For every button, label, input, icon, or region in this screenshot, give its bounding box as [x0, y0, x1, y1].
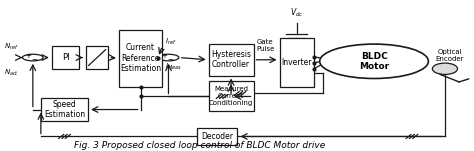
Text: −: − [31, 57, 37, 63]
Text: Current
Reference
Estimation: Current Reference Estimation [120, 43, 161, 73]
Bar [197, 128, 237, 145]
Text: $V_{dc}$: $V_{dc}$ [290, 6, 303, 19]
Text: Decoder: Decoder [201, 132, 233, 141]
Text: $N_{ref}$: $N_{ref}$ [4, 42, 19, 52]
Bar [280, 38, 314, 87]
Text: −: − [167, 57, 173, 63]
Text: Speed
Estimation: Speed Estimation [44, 100, 85, 119]
Text: Gate
Pulse: Gate Pulse [256, 39, 274, 52]
Ellipse shape [432, 63, 457, 74]
Text: +: + [161, 53, 167, 59]
Text: Fig. 3 Proposed closed loop control of BLDC Motor drive: Fig. 3 Proposed closed loop control of B… [73, 141, 325, 150]
Text: Hysteresis
Controller: Hysteresis Controller [211, 50, 251, 69]
Text: Inverter: Inverter [281, 58, 312, 67]
Text: +: + [25, 53, 31, 59]
Text: $N_{act}$: $N_{act}$ [4, 67, 19, 78]
Text: PI: PI [62, 53, 69, 62]
Text: $I_{Meas}$: $I_{Meas}$ [164, 61, 182, 72]
Text: $I_{ref}$: $I_{ref}$ [164, 37, 176, 47]
Text: Measured
Current
Conditioning: Measured Current Conditioning [209, 86, 253, 106]
Circle shape [158, 54, 179, 61]
Bar [41, 98, 88, 121]
Circle shape [319, 44, 428, 79]
Text: Optical
Encoder: Optical Encoder [436, 49, 464, 62]
Bar [209, 44, 254, 76]
Bar [52, 46, 79, 69]
Bar [119, 30, 162, 87]
Bar [209, 82, 254, 111]
Text: BLDC
Motor: BLDC Motor [359, 52, 389, 71]
Bar [86, 46, 109, 69]
Circle shape [22, 54, 43, 61]
